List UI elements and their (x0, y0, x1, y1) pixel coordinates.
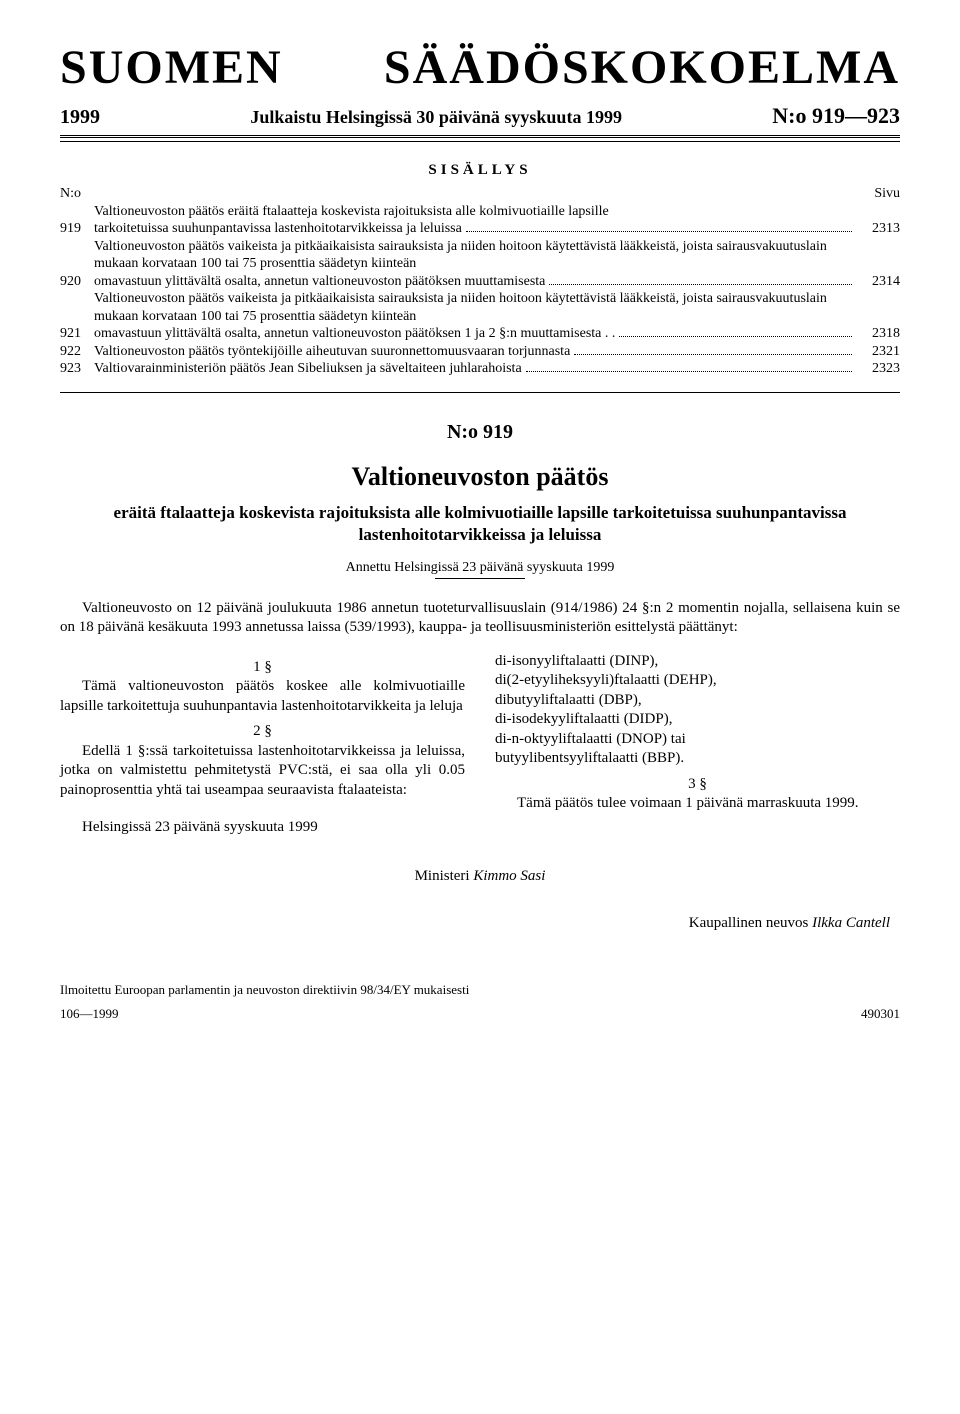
preamble: Valtioneuvosto on 12 päivänä joulukuuta … (60, 599, 900, 638)
decree-subject: eräitä ftalaatteja koskevista rajoituksi… (100, 502, 860, 546)
published-text: Julkaistu Helsingissä 30 päivänä syyskuu… (250, 107, 622, 128)
toc-no: 923 (60, 360, 94, 378)
toc-no: 921 (60, 325, 94, 343)
toc-row: 921 Valtioneuvoston päätös vaikeista ja … (60, 290, 900, 343)
toc-no: 922 (60, 343, 94, 361)
toc-dots (619, 335, 852, 337)
decree-number: N:o 919 (60, 421, 900, 444)
body-columns: 1 § Tämä valtioneuvoston päätös koskee a… (60, 652, 900, 838)
counsel-label: Kaupallinen neuvos (689, 915, 812, 931)
toc-text: omavastuun ylittävältä osalta, annetun v… (94, 273, 545, 291)
toc-page: 2313 (856, 220, 900, 238)
masthead-title: SUOMEN SÄÄDÖSKOKOELMA (60, 40, 900, 95)
left-column: 1 § Tämä valtioneuvoston päätös koskee a… (60, 652, 465, 838)
minister-label: Ministeri (415, 868, 474, 884)
footer: 106—1999 490301 (60, 1006, 900, 1022)
double-rule (60, 135, 900, 142)
footer-left: 106—1999 (60, 1006, 119, 1022)
signed-place: Helsingissä 23 päivänä syyskuuta 1999 (60, 818, 465, 838)
list-item: di-isodekyyliftalaatti (DIDP), (495, 710, 900, 730)
counsel-signature: Kaupallinen neuvos Ilkka Cantell (60, 915, 890, 932)
toc-dots (526, 370, 852, 372)
right-column: di-isonyyliftalaatti (DINP), di(2-etyyli… (495, 652, 900, 838)
toc-page: 2314 (856, 273, 900, 291)
minister-name: Kimmo Sasi (473, 868, 545, 884)
toc-dots (549, 283, 852, 285)
toc-text: Valtioneuvoston päätös vaikeista ja pitk… (94, 290, 856, 325)
footer-right: 490301 (861, 1006, 900, 1022)
section-number: 1 § (60, 658, 465, 678)
section-text: Tämä päätös tulee voimaan 1 päivänä marr… (495, 794, 900, 814)
toc-row: 923 Valtiovarainministeriön päätös Jean … (60, 360, 900, 378)
list-item: di-n-oktyyliftalaatti (DNOP) tai (495, 730, 900, 750)
toc-no: 920 (60, 273, 94, 291)
issue-range: N:o 919—923 (772, 103, 900, 129)
footnote: Ilmoitettu Euroopan parlamentin ja neuvo… (60, 982, 900, 998)
list-item: di-isonyyliftalaatti (DINP), (495, 652, 900, 672)
toc-page: 2321 (856, 343, 900, 361)
toc-header-page: Sivu (874, 185, 900, 203)
section-text: Edellä 1 §:ssä tarkoitetuissa lastenhoit… (60, 742, 465, 801)
toc-text: Valtiovarainministeriön päätös Jean Sibe… (94, 360, 522, 378)
toc-title: SISÄLLYS (60, 162, 900, 179)
list-item: di(2-etyyliheksyyli)ftalaatti (DEHP), (495, 671, 900, 691)
toc-dots (466, 230, 852, 232)
toc-text: tarkoitetuissa suuhunpantavissa lastenho… (94, 220, 462, 238)
toc-text: Valtioneuvoston päätös työntekijöille ai… (94, 343, 570, 361)
year: 1999 (60, 106, 100, 129)
given-rule (435, 578, 525, 579)
decree-type: Valtioneuvoston päätös (60, 462, 900, 492)
toc-header-no: N:o (60, 185, 81, 203)
toc: N:o Sivu 919 Valtioneuvoston päätös eräi… (60, 185, 900, 378)
toc-page: 2318 (856, 325, 900, 343)
toc-dots (574, 353, 852, 355)
section-number: 2 § (60, 722, 465, 742)
list-item: dibutyyliftalaatti (DBP), (495, 691, 900, 711)
list-item: butyylibentsyyliftalaatti (BBP). (495, 749, 900, 769)
toc-row: 922 Valtioneuvoston päätös työntekijöill… (60, 343, 900, 361)
toc-text: Valtioneuvoston päätös eräitä ftalaattej… (94, 203, 856, 221)
section-text: Tämä valtioneuvoston päätös koskee alle … (60, 677, 465, 716)
decree-given: Annettu Helsingissä 23 päivänä syyskuuta… (60, 560, 900, 576)
toc-text: omavastuun ylittävältä osalta, annetun v… (94, 325, 615, 343)
counsel-name: Ilkka Cantell (812, 915, 890, 931)
toc-text: Valtioneuvoston päätös vaikeista ja pitk… (94, 238, 856, 273)
toc-page: 2323 (856, 360, 900, 378)
section-number: 3 § (495, 775, 900, 795)
thin-rule (60, 392, 900, 393)
toc-no: 919 (60, 220, 94, 238)
subhead-row: 1999 Julkaistu Helsingissä 30 päivänä sy… (60, 103, 900, 129)
toc-row: 919 Valtioneuvoston päätös eräitä ftalaa… (60, 203, 900, 238)
minister-signature: Ministeri Kimmo Sasi (60, 868, 900, 885)
toc-row: 920 Valtioneuvoston päätös vaikeista ja … (60, 238, 900, 291)
